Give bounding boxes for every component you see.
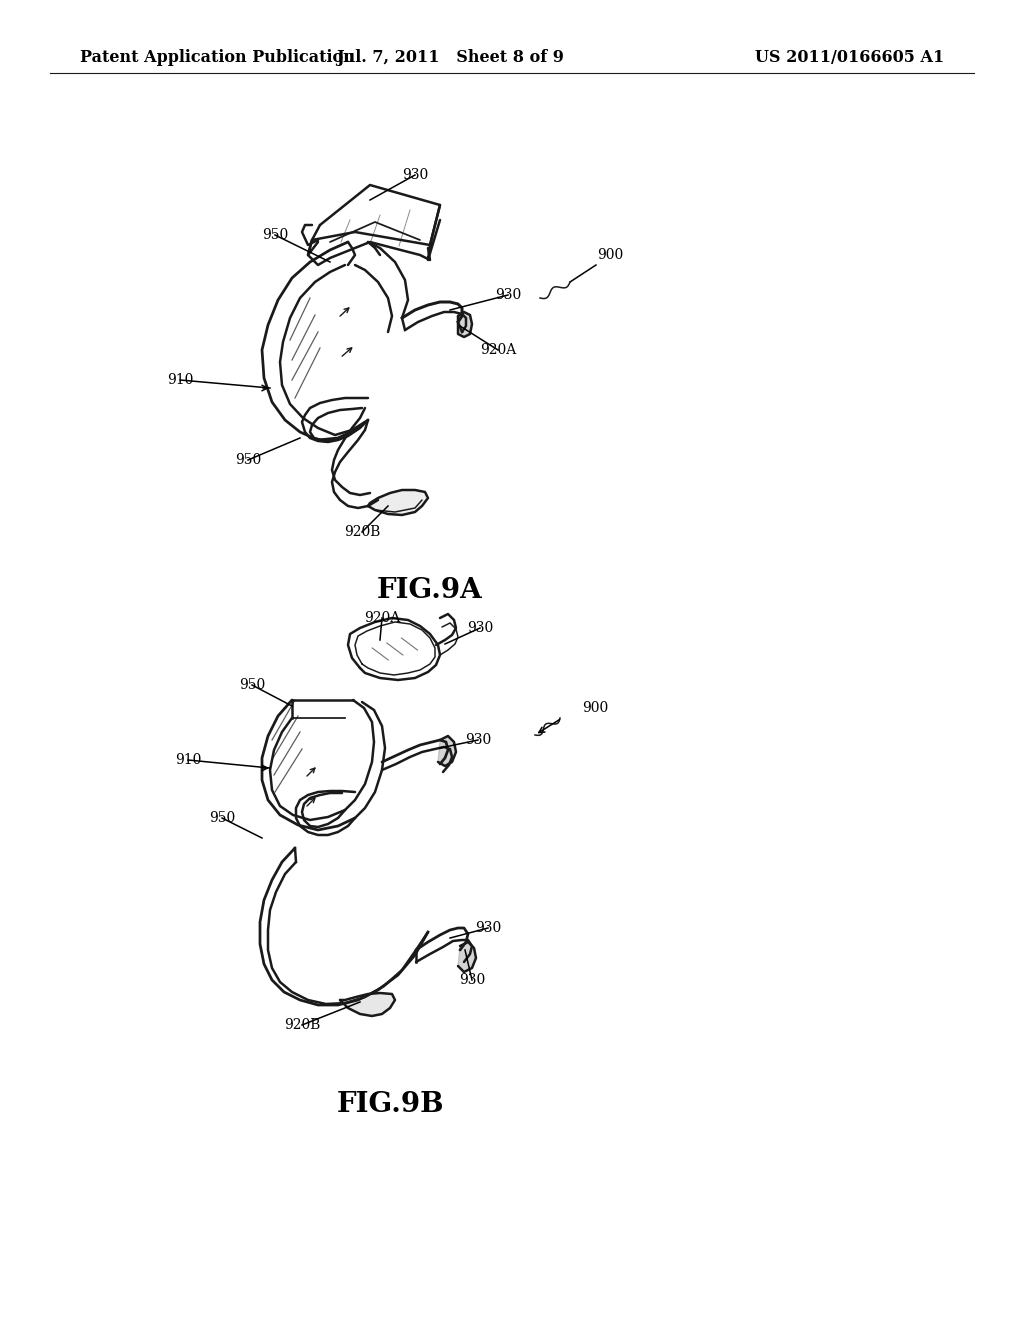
Text: Patent Application Publication: Patent Application Publication: [80, 49, 354, 66]
Text: 930: 930: [495, 288, 521, 302]
Text: 930: 930: [401, 168, 428, 182]
Text: 900: 900: [582, 701, 608, 715]
Text: 930: 930: [467, 620, 494, 635]
Text: 930: 930: [465, 733, 492, 747]
Text: 920A: 920A: [480, 343, 516, 356]
Polygon shape: [458, 942, 476, 972]
Text: Jul. 7, 2011   Sheet 8 of 9: Jul. 7, 2011 Sheet 8 of 9: [336, 49, 564, 66]
Text: US 2011/0166605 A1: US 2011/0166605 A1: [755, 49, 944, 66]
Polygon shape: [368, 490, 428, 515]
Text: 910: 910: [175, 752, 201, 767]
Text: 920A: 920A: [364, 611, 400, 624]
Text: 930: 930: [459, 973, 485, 987]
Text: 950: 950: [262, 228, 288, 242]
Text: FIG.9A: FIG.9A: [377, 577, 483, 603]
Text: 950: 950: [239, 678, 265, 692]
Polygon shape: [438, 737, 456, 766]
Text: 930: 930: [475, 921, 501, 935]
Text: 950: 950: [234, 453, 261, 467]
Text: 910: 910: [167, 374, 194, 387]
Text: FIG.9B: FIG.9B: [336, 1092, 443, 1118]
Text: 920B: 920B: [284, 1018, 321, 1032]
Text: 920B: 920B: [344, 525, 380, 539]
Polygon shape: [458, 312, 472, 337]
Polygon shape: [340, 993, 395, 1016]
Text: 900: 900: [597, 248, 624, 261]
Text: 950: 950: [209, 810, 236, 825]
